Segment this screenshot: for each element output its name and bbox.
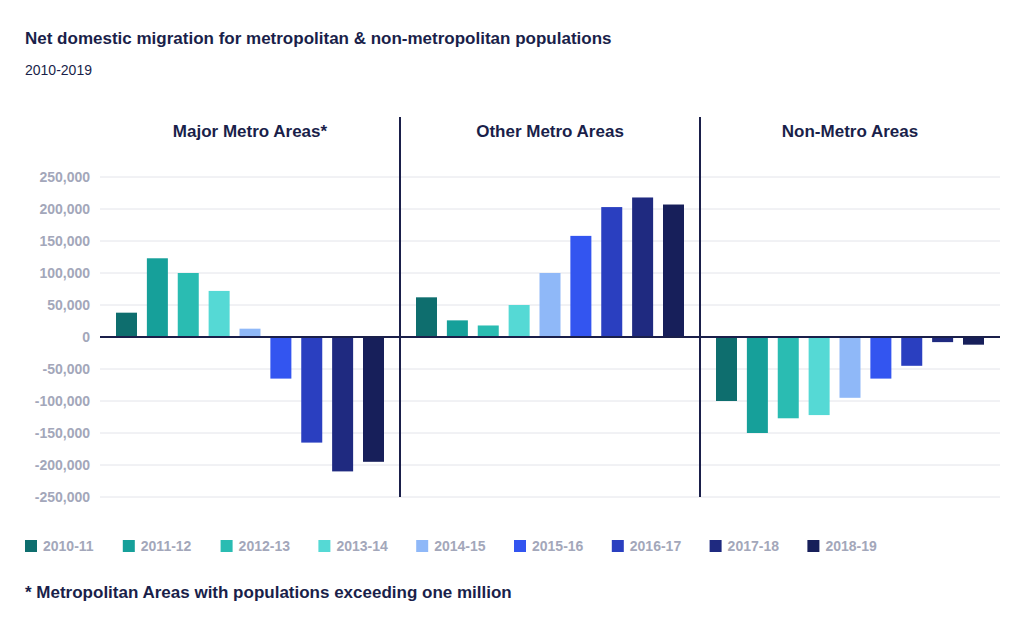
tick-label: 50,000: [47, 297, 90, 313]
bar: [540, 273, 561, 337]
chart: Net domestic migration for metropolitan …: [0, 0, 1024, 644]
bar: [209, 291, 230, 337]
legend-swatch: [25, 540, 37, 552]
grid-line: [100, 465, 1000, 466]
grid-line: [100, 177, 1000, 178]
bar: [870, 337, 891, 379]
bar: [747, 337, 768, 433]
tick-label: -100,000: [35, 393, 90, 409]
legend: 2010-11 2011-12 2012-13 2013-14 2014-15 2015-…: [25, 538, 877, 554]
bar: [601, 207, 622, 337]
zero-line: [100, 336, 1000, 338]
legend-label: 2015-16: [532, 538, 584, 554]
legend-swatch: [807, 540, 819, 552]
tick-label: -200,000: [35, 457, 90, 473]
legend-swatch: [612, 540, 624, 552]
legend-swatch: [416, 540, 428, 552]
legend-swatch: [221, 540, 233, 552]
legend-label: 2016-17: [630, 538, 682, 554]
grid-line: [100, 497, 1000, 498]
bar: [901, 337, 922, 366]
bar: [178, 273, 199, 337]
bar: [301, 337, 322, 443]
bar: [632, 197, 653, 337]
legend-swatch: [318, 540, 330, 552]
bar: [663, 205, 684, 337]
legend-label: 2018-19: [825, 538, 877, 554]
category-label: Non-Metro Areas: [782, 122, 918, 141]
bar: [363, 337, 384, 462]
tick-label: 200,000: [39, 201, 90, 217]
legend-label: 2011-12: [141, 538, 192, 554]
grid-line: [100, 401, 1000, 402]
bar: [270, 337, 291, 379]
bar: [963, 337, 984, 345]
legend-label: 2017-18: [728, 538, 780, 554]
grid-line: [100, 241, 1000, 242]
bar: [809, 337, 830, 415]
bar: [416, 297, 437, 337]
tick-label: -250,000: [35, 489, 90, 505]
bar: [840, 337, 861, 398]
bar: [778, 337, 799, 418]
bar: [240, 329, 261, 337]
subtitle: 2010-2019: [25, 62, 92, 78]
bar: [447, 320, 468, 337]
legend-label: 2014-15: [434, 538, 486, 554]
tick-label: -50,000: [43, 361, 91, 377]
legend-label: 2013-14: [336, 538, 388, 554]
tick-label: 0: [82, 329, 90, 345]
bar: [332, 337, 353, 471]
tick-label: 100,000: [39, 265, 90, 281]
bar: [570, 236, 591, 337]
tick-label: 250,000: [39, 169, 90, 185]
footnote: * Metropolitan Areas with populations ex…: [25, 583, 512, 602]
legend-swatch: [710, 540, 722, 552]
tick-label: 150,000: [39, 233, 90, 249]
legend-label: 2010-11: [43, 538, 94, 554]
legend-label: 2012-13: [239, 538, 291, 554]
grid-line: [100, 209, 1000, 210]
grid-line: [100, 369, 1000, 370]
category-label: Major Metro Areas*: [173, 122, 328, 141]
title: Net domestic migration for metropolitan …: [25, 29, 612, 48]
panel-divider: [399, 117, 401, 497]
bar: [716, 337, 737, 401]
bar: [147, 258, 168, 337]
grid-line: [100, 433, 1000, 434]
tick-label: -150,000: [35, 425, 90, 441]
bar: [478, 325, 499, 337]
legend-swatch: [514, 540, 526, 552]
category-label: Other Metro Areas: [476, 122, 624, 141]
panel-divider: [699, 117, 701, 497]
legend-swatch: [123, 540, 135, 552]
grid: [100, 177, 1000, 497]
bar: [509, 305, 530, 337]
bars: [116, 197, 984, 471]
bar: [116, 313, 137, 337]
